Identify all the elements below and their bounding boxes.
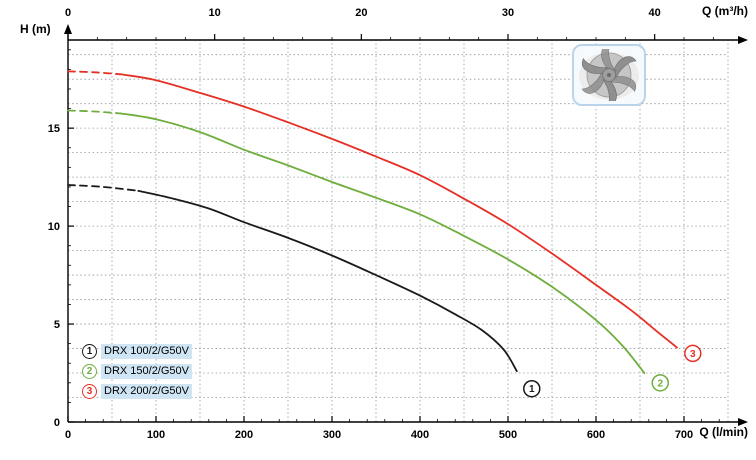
y-axis-ticks: 0 5 10 15 bbox=[48, 49, 74, 429]
legend-label-3: DRX 200/2/G50V bbox=[101, 384, 192, 399]
bottom-axis-title: Q (l/min) bbox=[699, 425, 748, 439]
svg-text:200: 200 bbox=[235, 429, 253, 441]
impeller-photo-frame bbox=[572, 44, 646, 106]
legend-item: 2 DRX 150/2/G50V bbox=[82, 364, 192, 379]
legend-marker-3: 3 bbox=[82, 384, 97, 399]
svg-text:0: 0 bbox=[54, 417, 60, 429]
axis-arrows bbox=[64, 24, 748, 426]
curve-drx-100-2-g50v: 1 bbox=[67, 184, 541, 398]
legend-label-2: DRX 150/2/G50V bbox=[101, 364, 192, 379]
legend-marker-1: 1 bbox=[82, 344, 97, 359]
legend: 1 DRX 100/2/G50V 2 DRX 150/2/G50V 3 DRX … bbox=[82, 344, 192, 399]
svg-text:100: 100 bbox=[147, 429, 165, 441]
svg-text:0: 0 bbox=[65, 429, 71, 441]
legend-marker-2: 2 bbox=[82, 364, 97, 379]
svg-text:700: 700 bbox=[675, 429, 693, 441]
y-axis-title: H (m) bbox=[20, 22, 51, 36]
svg-text:5: 5 bbox=[54, 319, 60, 331]
x-axis-top-ticks: 0 10 20 30 40 bbox=[65, 7, 714, 40]
svg-text:600: 600 bbox=[587, 429, 605, 441]
curve-drx-200-2-g50v: 3 bbox=[67, 70, 702, 363]
svg-text:300: 300 bbox=[323, 429, 341, 441]
svg-text:500: 500 bbox=[499, 429, 517, 441]
x-axis-bottom-ticks: 0 100 200 300 400 500 600 700 bbox=[65, 416, 720, 441]
svg-text:10: 10 bbox=[48, 221, 60, 233]
top-axis-title: Q (m³/h) bbox=[702, 4, 748, 18]
svg-text:2: 2 bbox=[657, 378, 663, 389]
svg-text:30: 30 bbox=[502, 7, 514, 19]
svg-text:10: 10 bbox=[209, 7, 221, 19]
svg-text:20: 20 bbox=[355, 7, 367, 19]
impeller-icon bbox=[579, 49, 639, 101]
curve-drx-150-2-g50v: 2 bbox=[67, 109, 669, 392]
svg-text:3: 3 bbox=[690, 349, 696, 360]
svg-text:1: 1 bbox=[529, 384, 535, 395]
svg-text:40: 40 bbox=[649, 7, 661, 19]
svg-text:400: 400 bbox=[411, 429, 429, 441]
legend-item: 3 DRX 200/2/G50V bbox=[82, 384, 192, 399]
svg-text:0: 0 bbox=[65, 7, 71, 19]
legend-item: 1 DRX 100/2/G50V bbox=[82, 344, 192, 359]
axes bbox=[67, 32, 740, 423]
svg-text:15: 15 bbox=[48, 123, 60, 135]
legend-label-1: DRX 100/2/G50V bbox=[101, 344, 192, 359]
